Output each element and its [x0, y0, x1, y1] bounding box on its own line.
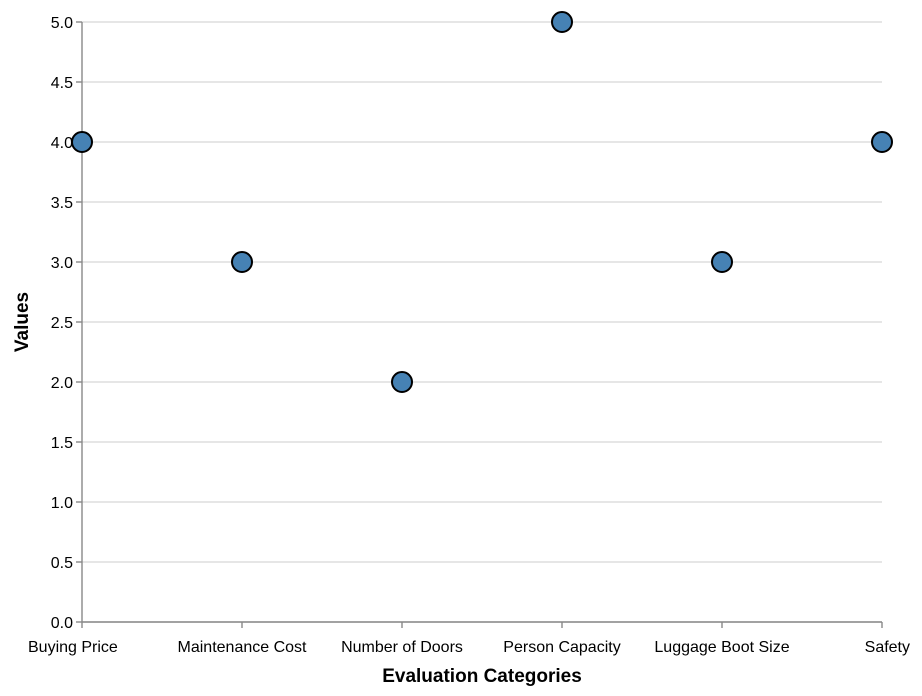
data-point [71, 131, 93, 153]
data-point [391, 371, 413, 393]
y-tick-label: 0.5 [51, 555, 73, 572]
y-tick-label: 3.0 [51, 255, 73, 272]
y-axis: 0.0 0.5 1.0 1.5 2.0 2.5 3.0 3.5 4.0 4.5 5.0 [51, 15, 83, 632]
data-points [71, 11, 893, 393]
y-tick-label: 0.0 [51, 615, 73, 632]
x-axis-title: Evaluation Categories [382, 666, 582, 687]
data-point [711, 251, 733, 273]
x-tick-label: Number of Doors [341, 639, 463, 656]
data-point [871, 131, 893, 153]
x-tick-label: Buying Price [28, 639, 118, 656]
y-tick-label: 3.5 [51, 195, 73, 212]
data-point [231, 251, 253, 273]
data-point [551, 11, 573, 33]
y-tick-label: 4.5 [51, 75, 73, 92]
y-tick-label: 2.5 [51, 315, 73, 332]
y-tick-label: 1.5 [51, 435, 73, 452]
x-tick-label: Luggage Boot Size [654, 639, 789, 656]
y-tick-label: 2.0 [51, 375, 73, 392]
x-tick-label: Maintenance Cost [178, 639, 308, 656]
x-tick-label: Safety [865, 639, 910, 656]
x-tick-label: Person Capacity [503, 639, 620, 656]
y-tick-label: 1.0 [51, 495, 73, 512]
y-tick-label: 5.0 [51, 15, 73, 32]
y-axis-title: Values [12, 292, 33, 352]
x-axis: Buying Price Maintenance Cost Number of Do… [28, 621, 910, 656]
y-tick-label: 4.0 [51, 135, 73, 152]
gridlines [82, 21, 882, 623]
